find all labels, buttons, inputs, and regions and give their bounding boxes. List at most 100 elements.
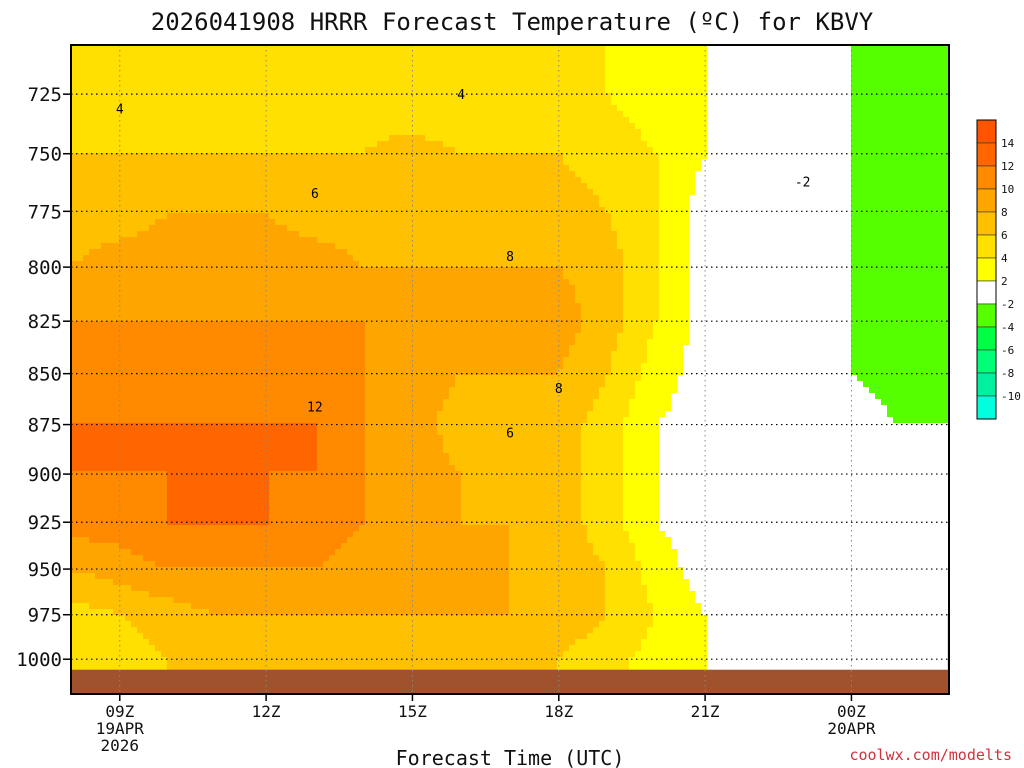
field-cell (281, 75, 288, 82)
field-cell (767, 231, 774, 238)
field-cell (227, 153, 234, 160)
field-cell (401, 105, 408, 112)
field-cell (161, 201, 168, 208)
field-cell (905, 237, 912, 244)
field-cell (77, 105, 84, 112)
field-cell (317, 129, 324, 136)
field-cell (479, 69, 486, 76)
field-cell (713, 81, 720, 88)
field-cell (725, 177, 732, 184)
field-cell (515, 153, 522, 160)
field-cell (89, 99, 96, 106)
field-cell (491, 45, 498, 52)
field-cell (329, 93, 336, 100)
field-cell (659, 201, 666, 208)
field-cell (443, 243, 450, 250)
field-cell (287, 69, 294, 76)
field-cell (527, 99, 534, 106)
field-cell (797, 195, 804, 202)
field-cell (371, 135, 378, 142)
field-cell (875, 135, 882, 142)
field-cell (557, 189, 564, 196)
field-cell (797, 63, 804, 70)
field-cell (755, 135, 762, 142)
field-cell (317, 231, 324, 238)
field-cell (257, 93, 264, 100)
field-cell (755, 147, 762, 154)
field-cell (209, 81, 216, 88)
field-cell (461, 243, 468, 250)
field-cell (647, 219, 654, 226)
field-cell (779, 171, 786, 178)
field-cell (353, 231, 360, 238)
field-cell (377, 141, 384, 148)
field-cell (725, 153, 732, 160)
field-cell (203, 105, 210, 112)
field-cell (653, 141, 660, 148)
field-cell (881, 213, 888, 220)
field-cell (569, 243, 576, 250)
field-cell (311, 171, 318, 178)
field-cell (617, 165, 624, 172)
field-cell (653, 177, 660, 184)
field-cell (299, 81, 306, 88)
field-cell (299, 165, 306, 172)
field-cell (227, 99, 234, 106)
field-cell (677, 177, 684, 184)
field-cell (185, 45, 192, 52)
field-cell (773, 51, 780, 58)
field-cell (443, 195, 450, 202)
field-cell (599, 69, 606, 76)
field-cell (263, 99, 270, 106)
field-cell (299, 135, 306, 142)
field-cell (413, 147, 420, 154)
field-cell (323, 159, 330, 166)
field-cell (161, 237, 168, 244)
field-cell (77, 159, 84, 166)
field-cell (635, 243, 642, 250)
field-cell (761, 195, 768, 202)
field-cell (155, 159, 162, 166)
field-cell (317, 63, 324, 70)
field-cell (887, 243, 894, 250)
field-cell (119, 135, 126, 142)
field-cell (455, 237, 462, 244)
field-cell (617, 141, 624, 148)
field-cell (773, 99, 780, 106)
field-cell (797, 189, 804, 196)
field-cell (311, 63, 318, 70)
field-cell (863, 213, 870, 220)
field-cell (413, 237, 420, 244)
field-cell (659, 213, 666, 220)
field-cell (395, 165, 402, 172)
field-cell (479, 45, 486, 52)
field-cell (761, 51, 768, 58)
field-cell (695, 45, 702, 52)
field-cell (353, 99, 360, 106)
field-cell (431, 105, 438, 112)
field-cell (881, 135, 888, 142)
field-cell (377, 219, 384, 226)
field-cell (215, 153, 222, 160)
field-cell (845, 237, 852, 244)
field-cell (437, 147, 444, 154)
field-cell (497, 225, 504, 232)
field-cell (767, 63, 774, 70)
field-cell (113, 237, 120, 244)
field-cell (77, 129, 84, 136)
field-cell (449, 135, 456, 142)
field-cell (227, 213, 234, 220)
field-cell (245, 63, 252, 70)
field-cell (587, 45, 594, 52)
field-cell (179, 105, 186, 112)
field-cell (119, 231, 126, 238)
field-cell (911, 45, 918, 52)
field-cell (833, 195, 840, 202)
field-cell (143, 141, 150, 148)
field-cell (365, 183, 372, 190)
field-cell (491, 147, 498, 154)
field-cell (587, 81, 594, 88)
field-cell (425, 207, 432, 214)
field-cell (287, 153, 294, 160)
field-cell (365, 225, 372, 232)
